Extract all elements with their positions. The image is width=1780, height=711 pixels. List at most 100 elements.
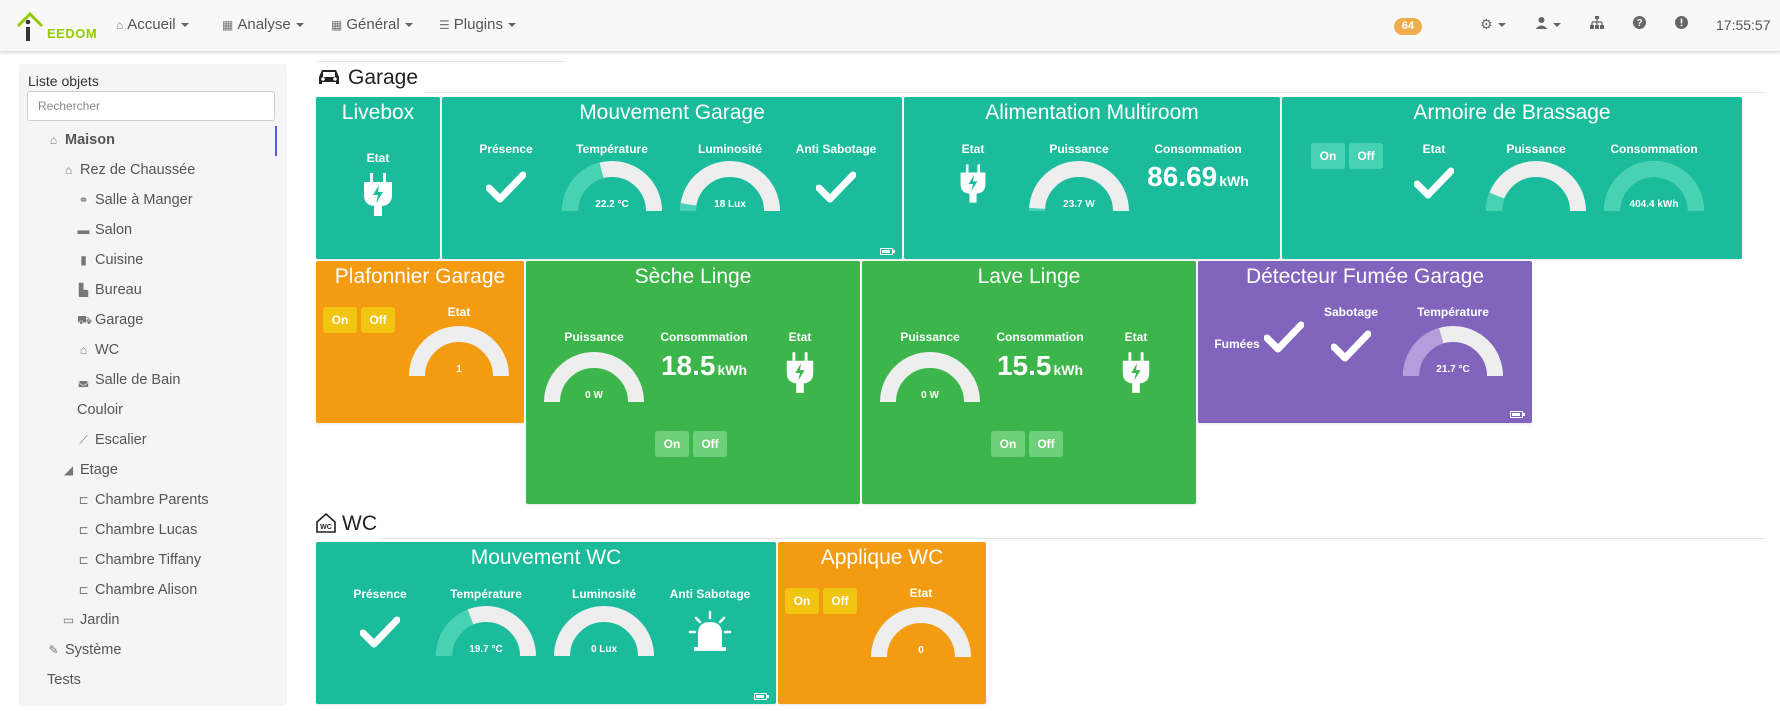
tree-item-bureau[interactable]: ▙ Bureau	[77, 282, 142, 298]
sitemap-icon	[1590, 16, 1604, 29]
consommation-value: 18.5 kWh	[661, 350, 747, 382]
caret-down-icon	[1497, 23, 1506, 28]
tree-item-systeme[interactable]: ✎ Système	[47, 642, 121, 658]
network-button[interactable]	[1590, 16, 1604, 32]
stairs-icon: ⟋	[79, 433, 88, 447]
info-icon	[1675, 16, 1688, 29]
tree-item-label: WC	[95, 342, 120, 358]
tree-item-chambre-tiffany[interactable]: ⊏ Chambre Tiffany	[77, 552, 201, 568]
tree-item-salle-de-bain[interactable]: ◛ Salle de Bain	[77, 372, 181, 388]
nav-analyse[interactable]: ▦ Analyse	[222, 16, 304, 33]
tree-item-etage[interactable]: ◢ Etage	[62, 462, 118, 478]
widget-title: Mouvement WC	[470, 546, 622, 569]
off-button[interactable]: Off	[693, 431, 727, 457]
temperature-label: Température	[1417, 305, 1489, 319]
sofa-icon: ▬	[77, 223, 90, 237]
off-button[interactable]: Off	[823, 588, 857, 614]
tree-item-tests[interactable]: Tests	[47, 672, 81, 688]
section-wc-title: WC	[342, 512, 377, 535]
jeedom-logo[interactable]: EEDOM	[16, 10, 97, 44]
tree-item-label: Rez de Chaussée	[80, 162, 196, 178]
tree-item-couloir[interactable]: Couloir	[77, 402, 123, 418]
etat-label: Etat	[1124, 330, 1148, 344]
logo-house-icon	[16, 11, 44, 41]
settings-menu[interactable]: ⚙	[1480, 16, 1506, 33]
tree-item-escalier[interactable]: ⟋ Escalier	[77, 432, 146, 448]
tree-item-garage[interactable]: ⛟ Garage	[77, 312, 143, 329]
tree-item-cuisine[interactable]: ▮ Cuisine	[77, 252, 143, 268]
bed-icon: ⊏	[78, 493, 89, 507]
puissance-label: Puissance	[564, 330, 624, 344]
on-button[interactable]: On	[785, 588, 819, 614]
tree-item-chambre-parents[interactable]: ⊏ Chambre Parents	[77, 492, 208, 508]
on-button[interactable]: On	[1311, 143, 1345, 169]
check-icon	[486, 171, 526, 203]
plug-icon[interactable]	[1119, 352, 1153, 394]
info-button[interactable]	[1675, 16, 1688, 32]
tree-item-wc[interactable]: ⌂ WC	[77, 342, 119, 358]
puissance-value: 23.7 W	[1063, 199, 1095, 210]
user-menu[interactable]	[1535, 16, 1561, 32]
tree-item-label: Bureau	[95, 282, 142, 298]
widget-title: Sèche Linge	[634, 265, 752, 288]
check-icon	[360, 616, 400, 648]
widget-seche-linge: Sèche Linge Puissance 0 W Consommation 1…	[526, 261, 860, 504]
bed-icon: ⊏	[78, 553, 89, 567]
tree-item-rez-de-chaussee[interactable]: ⌂ Rez de Chaussée	[62, 162, 195, 178]
widget-plafonnier-garage: Plafonnier Garage On Off Etat 1	[316, 261, 524, 423]
caret-down-icon	[404, 23, 413, 28]
tree-item-jardin[interactable]: ▭ Jardin	[62, 612, 120, 628]
battery-icon	[880, 248, 895, 255]
tree-item-salle-a-manger[interactable]: ⚭ Salle à Manger	[77, 192, 192, 208]
etat-label: Etat	[447, 305, 471, 319]
luminosite-label: Luminosité	[697, 142, 763, 156]
off-button[interactable]: Off	[361, 307, 395, 333]
help-button[interactable]: ?	[1633, 16, 1646, 32]
tree-item-maison[interactable]: ⌂ Maison	[47, 132, 115, 148]
off-button[interactable]: Off	[1349, 143, 1383, 169]
tree-item-label: Garage	[95, 312, 144, 328]
plug-icon[interactable]	[360, 173, 396, 217]
tree-item-label: Chambre Lucas	[95, 522, 198, 538]
notification-badge[interactable]: 64	[1394, 18, 1422, 35]
puissance-value: 105 W	[1522, 199, 1551, 210]
search-input[interactable]	[27, 91, 275, 121]
widget-armoire-de-brassage: Armoire de Brassage On Off Etat Puissanc…	[1282, 97, 1742, 259]
object-sidebar: Liste objets ⌂ Maison ⌂ Rez de Chaussée ⚭ S…	[19, 64, 287, 706]
plug-icon[interactable]	[957, 163, 989, 205]
tree-item-label: Tests	[47, 672, 81, 688]
section-garage-header: Garage	[316, 66, 418, 93]
battery-icon	[1510, 411, 1525, 418]
puissance-gauge: 105 W	[1486, 161, 1586, 212]
consommation-gauge: 404.4 kWh	[1604, 161, 1704, 212]
tree-item-salon[interactable]: ▬ Salon	[77, 222, 133, 238]
plug-icon[interactable]	[783, 352, 817, 394]
svg-text:?: ?	[1636, 18, 1642, 29]
on-button[interactable]: On	[991, 431, 1025, 457]
gears-icon: ⚙	[1480, 16, 1493, 32]
widget-alimentation-multiroom: Alimentation Multiroom Etat Puissance 23…	[904, 97, 1280, 259]
sidebar-title: Liste objets	[28, 73, 99, 89]
nav-general[interactable]: ▦ Général	[331, 16, 413, 33]
tree-item-chambre-alison[interactable]: ⊏ Chambre Alison	[77, 582, 197, 598]
consommation-label: Consommation	[996, 330, 1084, 344]
grid-icon: ▦	[222, 18, 234, 32]
widget-title: Détecteur Fumée Garage	[1245, 265, 1485, 288]
nav-general-label: Général	[346, 16, 400, 33]
caret-down-icon	[1553, 23, 1561, 28]
etat-label: Etat	[788, 330, 812, 344]
off-button[interactable]: Off	[1029, 431, 1063, 457]
temperature-label: Température	[576, 142, 648, 156]
puissance-gauge: 23.7 W	[1029, 161, 1129, 212]
nav-plugins[interactable]: ☰ Plugins	[439, 16, 516, 33]
luminosite-value: 0 Lux	[591, 644, 618, 655]
widget-lave-linge: Lave Linge Puissance 0 W Consommation 15…	[862, 261, 1196, 504]
consommation-value: 86.69 kWh	[1147, 161, 1249, 193]
widget-mouvement-wc: Mouvement WC Présence Température 19.7 °…	[316, 542, 776, 704]
on-button[interactable]: On	[655, 431, 689, 457]
on-button[interactable]: On	[323, 307, 357, 333]
consommation-number: 18.5	[660, 350, 716, 381]
tree-item-chambre-lucas[interactable]: ⊏ Chambre Lucas	[77, 522, 197, 538]
nav-accueil[interactable]: ⌂ Accueil	[116, 16, 189, 33]
tree-item-label: Système	[65, 642, 122, 658]
